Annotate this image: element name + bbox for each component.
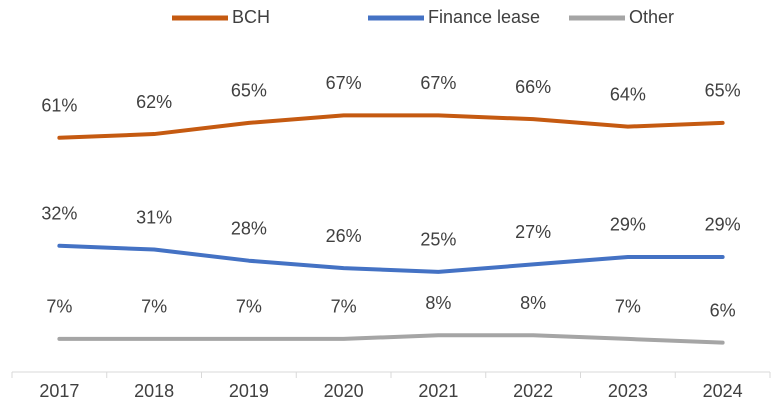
- data-label: 27%: [515, 222, 551, 242]
- x-tick-label: 2017: [39, 381, 79, 401]
- data-label: 8%: [520, 293, 546, 313]
- data-label: 8%: [425, 293, 451, 313]
- legend-label: BCH: [232, 7, 270, 27]
- data-label: 7%: [615, 297, 641, 317]
- series-line: [57, 243, 725, 274]
- x-tick-label: 2022: [513, 381, 553, 401]
- data-label: 32%: [41, 204, 77, 224]
- data-label: 65%: [231, 81, 267, 101]
- series-line: [57, 333, 725, 345]
- data-label: 67%: [326, 73, 362, 93]
- data-label: 6%: [710, 300, 736, 320]
- data-label: 25%: [420, 230, 456, 250]
- data-label: 7%: [331, 297, 357, 317]
- data-label: 26%: [326, 226, 362, 246]
- x-tick-label: 2023: [608, 381, 648, 401]
- data-label: 67%: [420, 73, 456, 93]
- data-label: 65%: [705, 81, 741, 101]
- data-label: 61%: [41, 96, 77, 116]
- x-tick-label: 2018: [134, 381, 174, 401]
- data-label: 28%: [231, 218, 267, 238]
- data-label: 7%: [141, 297, 167, 317]
- data-label: 31%: [136, 207, 172, 227]
- x-tick-label: 2021: [418, 381, 458, 401]
- x-tick-label: 2020: [324, 381, 364, 401]
- data-label: 66%: [515, 77, 551, 97]
- series-line: [57, 113, 725, 140]
- data-label: 29%: [610, 215, 646, 235]
- data-label: 62%: [136, 92, 172, 112]
- data-label: 7%: [236, 297, 262, 317]
- data-label: 29%: [705, 215, 741, 235]
- data-label: 7%: [46, 297, 72, 317]
- legend-label: Other: [629, 7, 674, 27]
- x-tick-label: 2019: [229, 381, 269, 401]
- x-tick-label: 2024: [703, 381, 743, 401]
- legend-label: Finance lease: [428, 7, 540, 27]
- data-label: 64%: [610, 84, 646, 104]
